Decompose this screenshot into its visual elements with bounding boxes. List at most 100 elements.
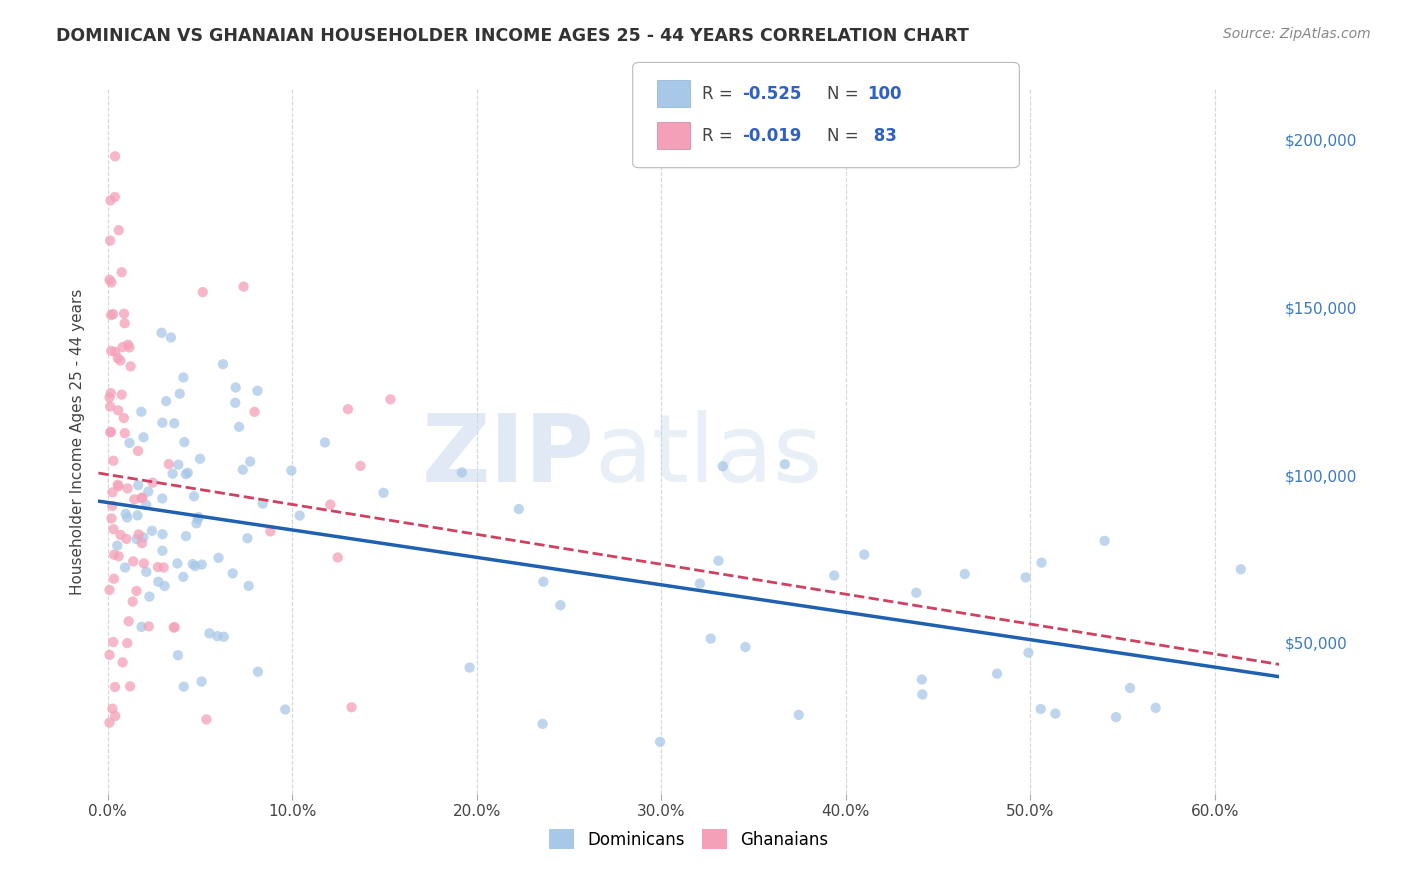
Point (132, 430, 155, 444)
Point (163, 620, 186, 634)
Point (100, 194, 122, 208)
Point (195, 713, 218, 727)
Text: -0.525: -0.525 (742, 85, 801, 103)
Point (1229, 562, 1251, 576)
Point (118, 614, 141, 628)
Point (163, 620, 186, 634)
Point (118, 679, 141, 693)
Point (259, 524, 281, 539)
Text: N =: N = (827, 85, 863, 103)
Point (1094, 533, 1116, 548)
Point (132, 530, 155, 544)
Point (131, 491, 153, 505)
Point (911, 673, 934, 687)
Point (98, 234, 121, 248)
Point (186, 516, 208, 531)
Point (184, 559, 207, 574)
Point (114, 507, 136, 521)
Point (125, 532, 148, 546)
Point (1017, 646, 1039, 660)
Point (160, 330, 183, 344)
Point (125, 584, 148, 599)
Point (314, 435, 336, 450)
Point (167, 458, 190, 472)
Point (138, 590, 160, 604)
Point (131, 536, 153, 550)
Point (136, 484, 159, 499)
Point (118, 436, 141, 450)
Text: ZIP: ZIP (422, 409, 595, 501)
Text: 100: 100 (868, 85, 903, 103)
Point (238, 579, 260, 593)
Point (1105, 710, 1128, 724)
Point (373, 485, 395, 500)
Point (98, 582, 121, 597)
Point (132, 557, 155, 571)
Point (734, 640, 756, 654)
Point (232, 463, 254, 477)
Point (98, 648, 121, 662)
Point (107, 479, 129, 493)
Point (288, 508, 311, 523)
Point (103, 307, 125, 321)
Point (100, 343, 122, 358)
Point (173, 680, 195, 694)
Point (174, 467, 197, 482)
Point (117, 337, 139, 351)
Point (225, 380, 247, 394)
Point (148, 574, 170, 589)
Point (187, 512, 209, 526)
Point (191, 558, 214, 572)
Point (101, 499, 124, 513)
Point (104, 149, 127, 163)
Point (103, 548, 125, 562)
Point (115, 532, 138, 546)
Point (98, 400, 121, 414)
Point (128, 527, 150, 541)
Point (953, 566, 976, 581)
Point (905, 585, 928, 599)
Point (224, 396, 246, 410)
Text: R =: R = (702, 128, 738, 145)
Point (114, 316, 136, 330)
Point (212, 357, 235, 371)
Point (152, 527, 174, 541)
Point (107, 351, 129, 365)
Point (117, 482, 139, 496)
Point (243, 405, 266, 419)
Point (1119, 681, 1142, 695)
Point (172, 570, 194, 584)
Point (1031, 556, 1053, 570)
Point (699, 632, 721, 646)
Point (127, 444, 149, 458)
Point (246, 384, 269, 398)
Point (103, 454, 125, 468)
Point (135, 565, 157, 579)
Point (131, 802, 153, 816)
Point (98, 715, 121, 730)
Point (207, 550, 229, 565)
Point (98, 425, 121, 440)
Point (222, 566, 245, 581)
Point (111, 387, 134, 401)
Point (228, 420, 250, 434)
Point (142, 475, 165, 490)
Point (232, 279, 254, 293)
Point (112, 307, 135, 321)
Point (146, 560, 169, 574)
Point (689, 576, 711, 591)
Point (711, 459, 734, 474)
Point (100, 308, 122, 322)
Point (138, 619, 160, 633)
Point (340, 700, 363, 714)
Point (118, 340, 141, 354)
Point (212, 630, 235, 644)
Point (104, 190, 127, 204)
Point (150, 326, 173, 340)
Point (336, 402, 359, 417)
Y-axis label: Householder Income Ages 25 - 44 years: Householder Income Ages 25 - 44 years (69, 288, 84, 595)
Point (111, 340, 134, 354)
Text: DOMINICAN VS GHANAIAN HOUSEHOLDER INCOME AGES 25 - 44 YEARS CORRELATION CHART: DOMINICAN VS GHANAIAN HOUSEHOLDER INCOME… (56, 27, 969, 45)
Point (107, 477, 129, 491)
Point (188, 451, 211, 466)
